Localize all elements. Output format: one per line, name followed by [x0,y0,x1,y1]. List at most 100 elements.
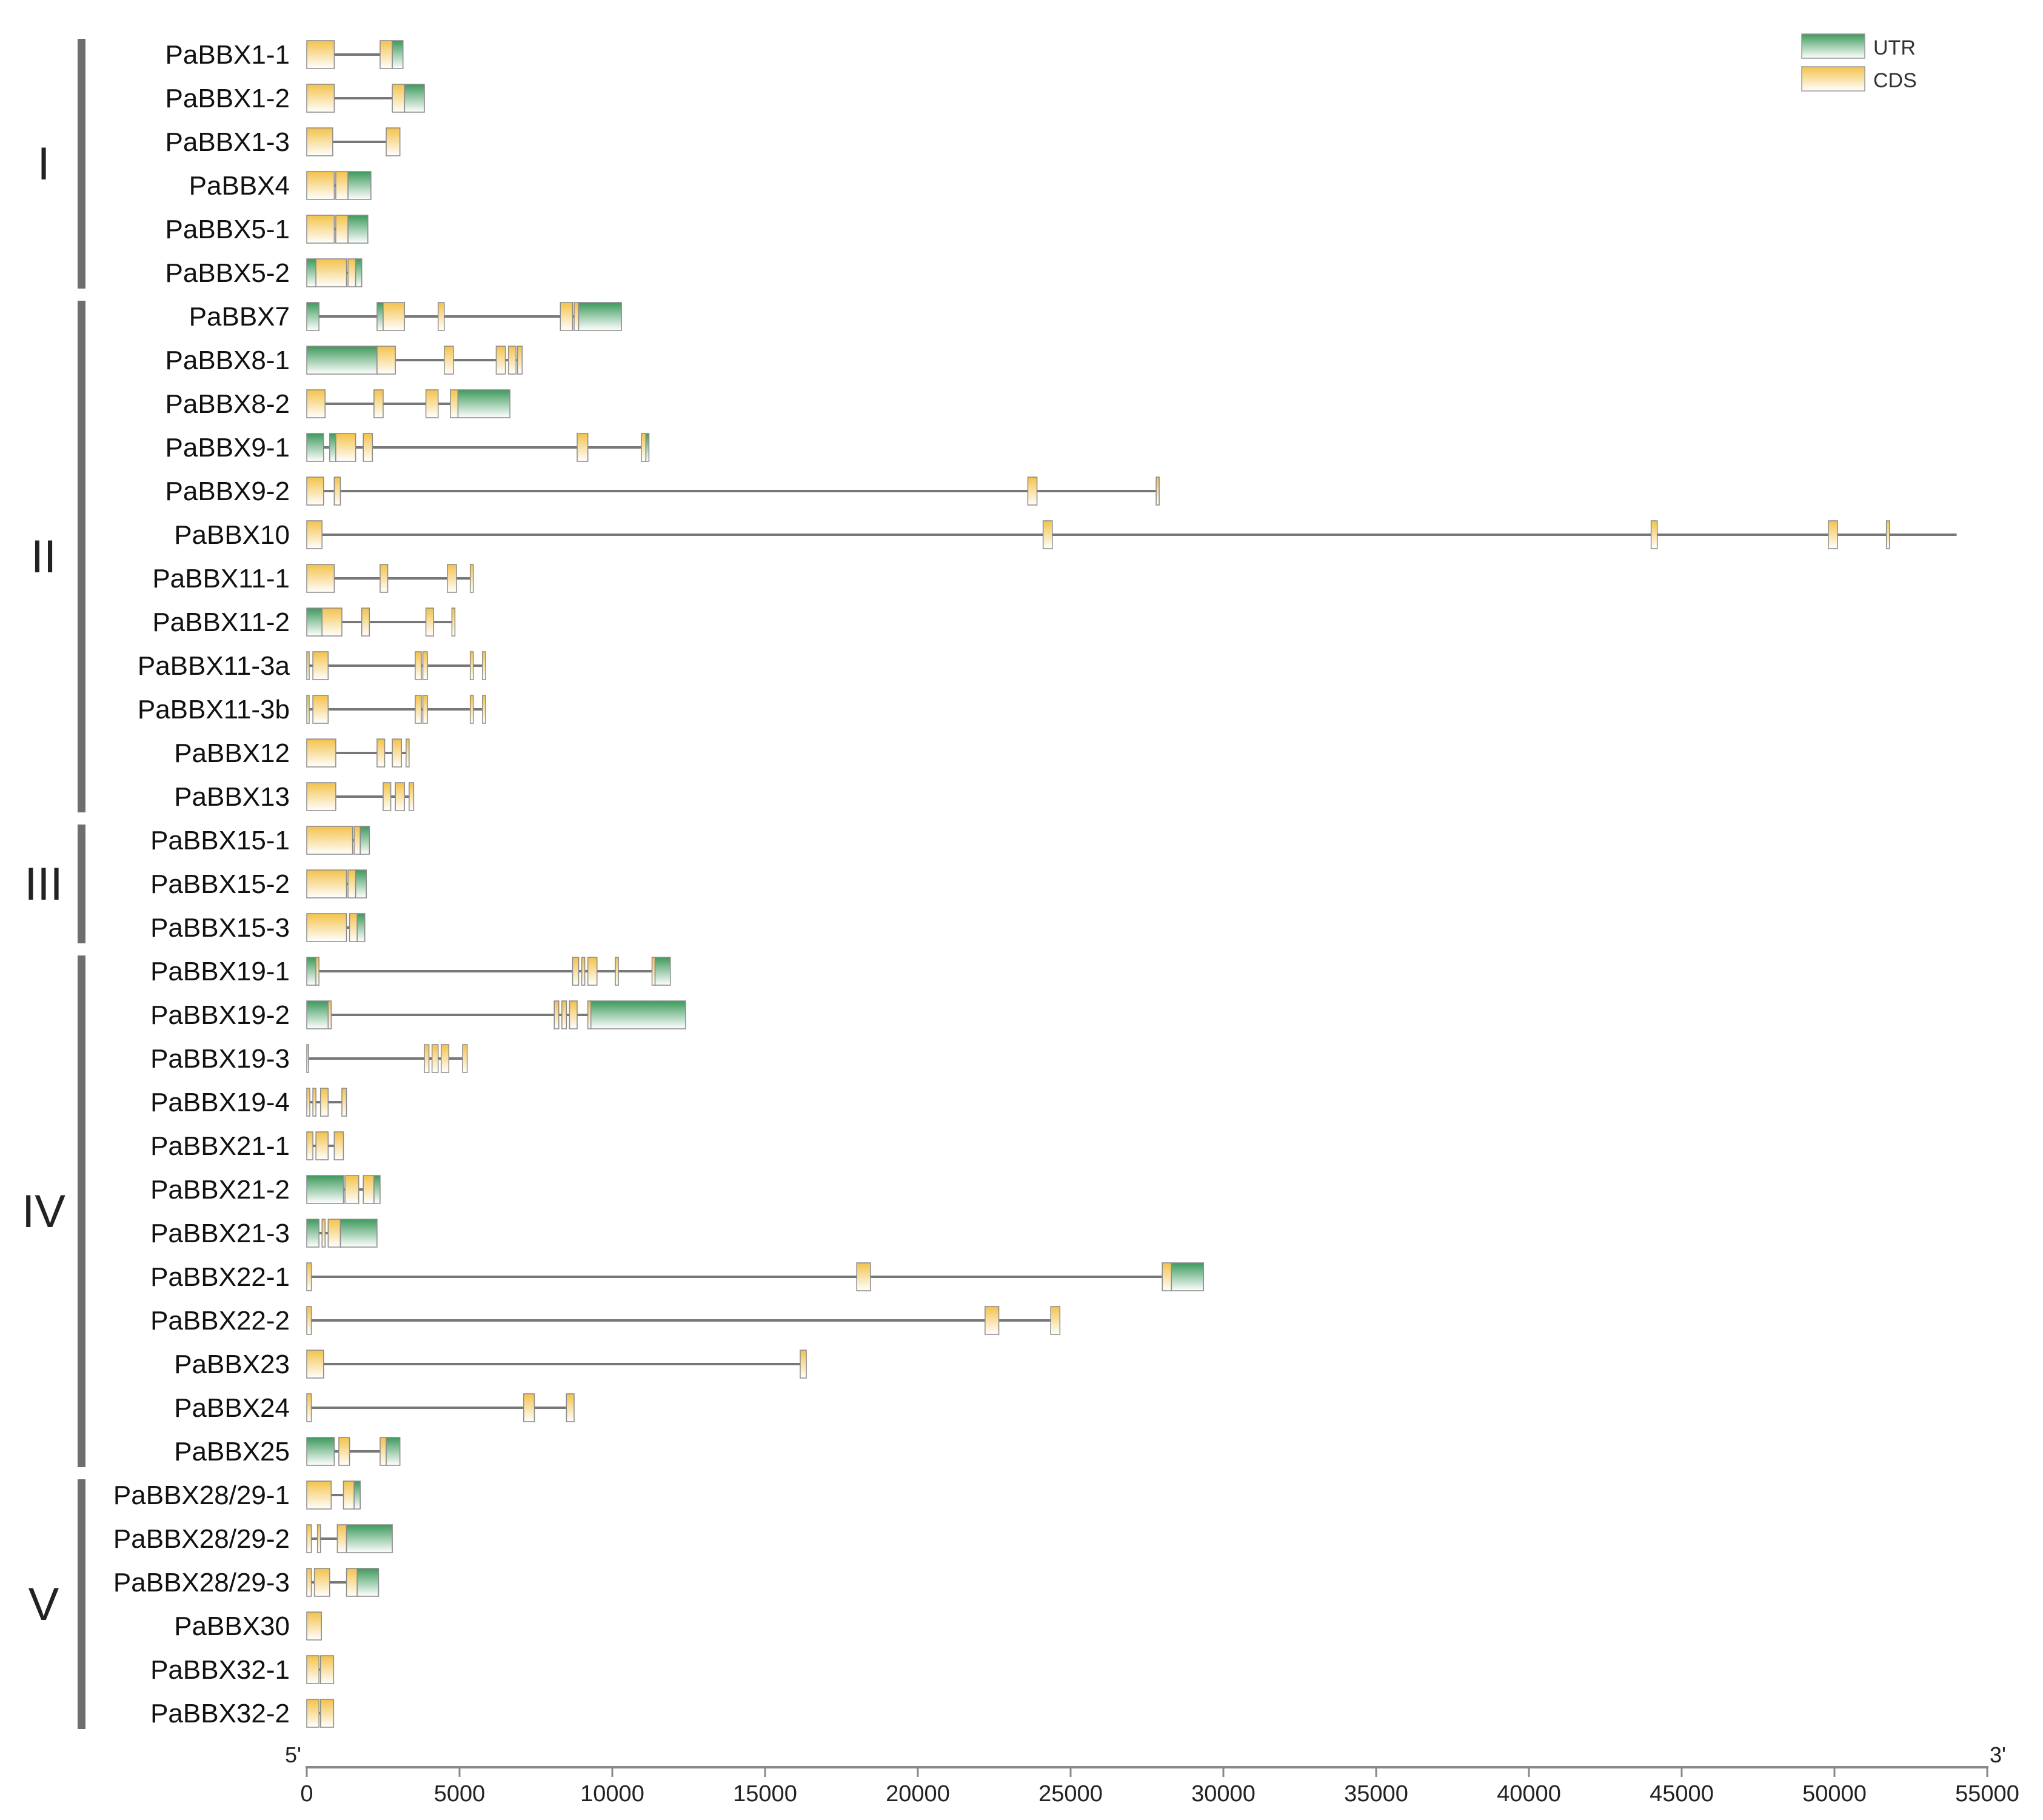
cds-block [306,869,347,898]
cds-block [333,1131,344,1160]
cds-block [315,1131,329,1160]
utr-block [306,957,316,986]
cds-block [1828,520,1838,549]
cds-block [447,564,457,593]
cds-block [306,1262,312,1291]
cds-block [306,84,335,113]
gene-label: PaBBX22-2 [150,1306,290,1336]
gene-label: PaBBX19-3 [150,1044,290,1074]
utr-block [1171,1262,1204,1291]
utr-block [353,1480,361,1510]
cds-block [415,651,422,680]
cds-block [306,1044,309,1073]
utr-block [386,1437,401,1466]
gene-row: PaBBX8-2 [166,389,510,419]
cds-block [577,433,589,462]
gene-label: PaBBX8-1 [166,346,290,375]
gene-label: PaBBX22-1 [150,1262,290,1292]
gene-label: PaBBX9-2 [166,477,290,506]
cds-block [392,738,402,768]
cds-block [306,40,335,69]
gene-row: PaBBX22-2 [150,1306,1061,1336]
gene-label: PaBBX25 [174,1437,290,1467]
gene-row: PaBBX32-2 [150,1699,335,1728]
gene-row: PaBBX19-4 [150,1088,347,1117]
gene-label: PaBBX1-2 [166,84,290,113]
gene-label: PaBBX12 [174,738,290,768]
x-tick-label: 45000 [1650,1781,1714,1807]
cds-block [335,215,349,244]
utr-block [339,1219,378,1248]
cds-block [800,1350,807,1379]
cds-block [306,913,347,942]
gene-label: PaBBX19-2 [150,1000,290,1030]
cds-block [587,957,598,986]
cds-block [437,302,445,331]
cds-block [482,651,486,680]
utr-block [654,957,671,986]
gene-label: PaBBX5-1 [166,215,290,244]
gene-label: PaBBX11-3a [138,651,290,681]
group-bar-V [78,1479,85,1729]
legend-cds-swatch [1801,66,1865,92]
gene-label: PaBBX13 [174,782,290,812]
utr-block [347,171,372,200]
gene-label: PaBBX11-1 [152,564,290,594]
cds-block [341,1088,347,1117]
gene-row: PaBBX5-2 [166,258,363,288]
utr-block [392,40,404,69]
cds-block [462,1044,468,1073]
cds-block [335,433,356,462]
cds-block [553,1000,560,1029]
gene-row: PaBBX32-1 [150,1655,335,1685]
gene-label: PaBBX4 [189,171,290,201]
gene-row: PaBBX9-1 [166,433,650,463]
gene-label: PaBBX30 [174,1611,290,1641]
utr-block [457,389,510,418]
cds-block [306,1088,310,1117]
cds-block [651,957,656,986]
cds-block [415,695,422,724]
group-bar-III [78,825,85,943]
x-tick-label: 5000 [434,1781,486,1807]
gene-row: PaBBX11-3a [138,651,486,681]
cds-block [306,695,310,724]
utr-block [306,1437,335,1466]
utr-block [359,826,370,855]
cds-block [353,826,361,855]
cds-block [316,1524,321,1553]
gene-row: PaBBX28/29-2 [113,1524,393,1554]
cds-block [306,1131,313,1160]
group-label-IV: IV [22,1186,65,1237]
gene-label: PaBBX32-1 [150,1655,290,1685]
gene-label: PaBBX10 [174,520,290,550]
cds-block [422,695,428,724]
gene-row: PaBBX15-3 [150,913,366,943]
cds-block [422,651,428,680]
gene-row: PaBBX13 [174,782,415,812]
gene-row: PaBBX19-2 [150,1000,686,1030]
cds-block [507,346,517,375]
cds-block [344,1175,359,1204]
cds-block [319,1655,335,1684]
cds-block [441,1044,450,1073]
x-tick-label: 20000 [886,1781,950,1807]
cds-block [569,1000,578,1029]
group-label-II: II [31,531,56,583]
cds-block [321,607,343,637]
cds-block [469,651,474,680]
cds-block [1155,477,1160,506]
gene-label: PaBBX28/29-1 [113,1480,290,1510]
cds-block [406,738,410,768]
cds-block [306,564,335,593]
utr-block [306,346,378,375]
gene-label: PaBBX21-1 [150,1131,290,1161]
cds-block [306,127,333,156]
cds-block [376,346,396,375]
cds-block [315,258,347,287]
gene-label: PaBBX11-3b [138,695,290,724]
cds-block [347,258,356,287]
gene-row: PaBBX1-2 [166,84,425,113]
gene-row: PaBBX4 [189,171,372,201]
